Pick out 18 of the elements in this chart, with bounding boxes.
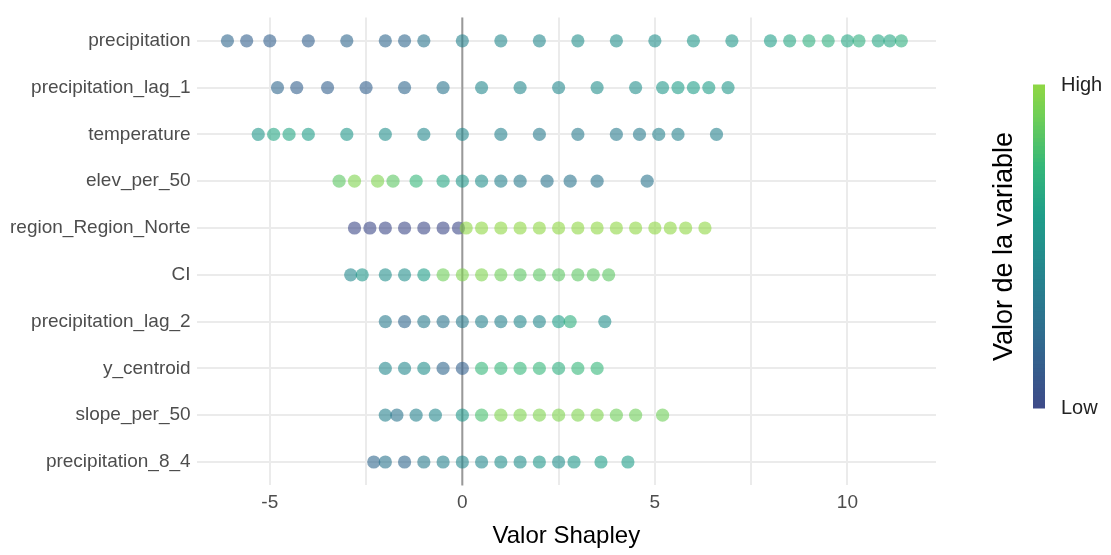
color-bar-label: Low: [1061, 395, 1099, 418]
y-tick-label: CI: [171, 263, 191, 285]
y-tick-label: y_centroid: [102, 356, 191, 379]
y-tick-label: temperature: [88, 122, 191, 144]
y-tick-label: slope_per_50: [75, 403, 191, 426]
y-tick-label: precipitation: [88, 29, 191, 51]
y-tick-label: precipitation_lag_1: [31, 75, 191, 98]
x-tick-label: 0: [457, 491, 468, 513]
color-bar-label: High: [1061, 72, 1103, 95]
y-tick-label: precipitation_lag_2: [31, 309, 191, 332]
x-tick-label: 5: [649, 491, 661, 513]
color-bar-title: Valor de la variable: [988, 131, 1019, 362]
x-axis-title: Valor Shapley: [492, 521, 641, 549]
x-tick-label: -5: [261, 491, 279, 513]
y-tick-label: precipitation_8_4: [45, 450, 192, 473]
y-tick-label: elev_per_50: [86, 169, 191, 192]
x-tick-label: 10: [836, 491, 858, 513]
y-tick-label: region_Region_Norte: [10, 216, 191, 239]
